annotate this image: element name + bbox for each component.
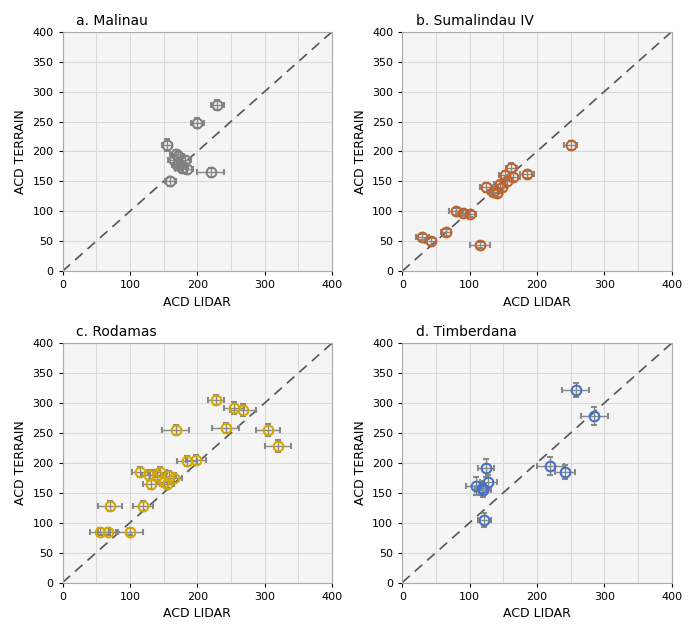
Text: a. Malinau: a. Malinau	[76, 14, 148, 28]
Text: d. Timberdana: d. Timberdana	[416, 325, 516, 339]
Y-axis label: ACD TERRAIN: ACD TERRAIN	[14, 109, 27, 194]
X-axis label: ACD LIDAR: ACD LIDAR	[164, 295, 231, 309]
Y-axis label: ACD TERRAIN: ACD TERRAIN	[14, 420, 27, 505]
Text: c. Rodamas: c. Rodamas	[76, 325, 157, 339]
X-axis label: ACD LIDAR: ACD LIDAR	[503, 607, 571, 620]
Y-axis label: ACD TERRAIN: ACD TERRAIN	[354, 109, 367, 194]
Y-axis label: ACD TERRAIN: ACD TERRAIN	[354, 420, 367, 505]
Text: b. Sumalindau IV: b. Sumalindau IV	[416, 14, 534, 28]
X-axis label: ACD LIDAR: ACD LIDAR	[503, 295, 571, 309]
X-axis label: ACD LIDAR: ACD LIDAR	[164, 607, 231, 620]
